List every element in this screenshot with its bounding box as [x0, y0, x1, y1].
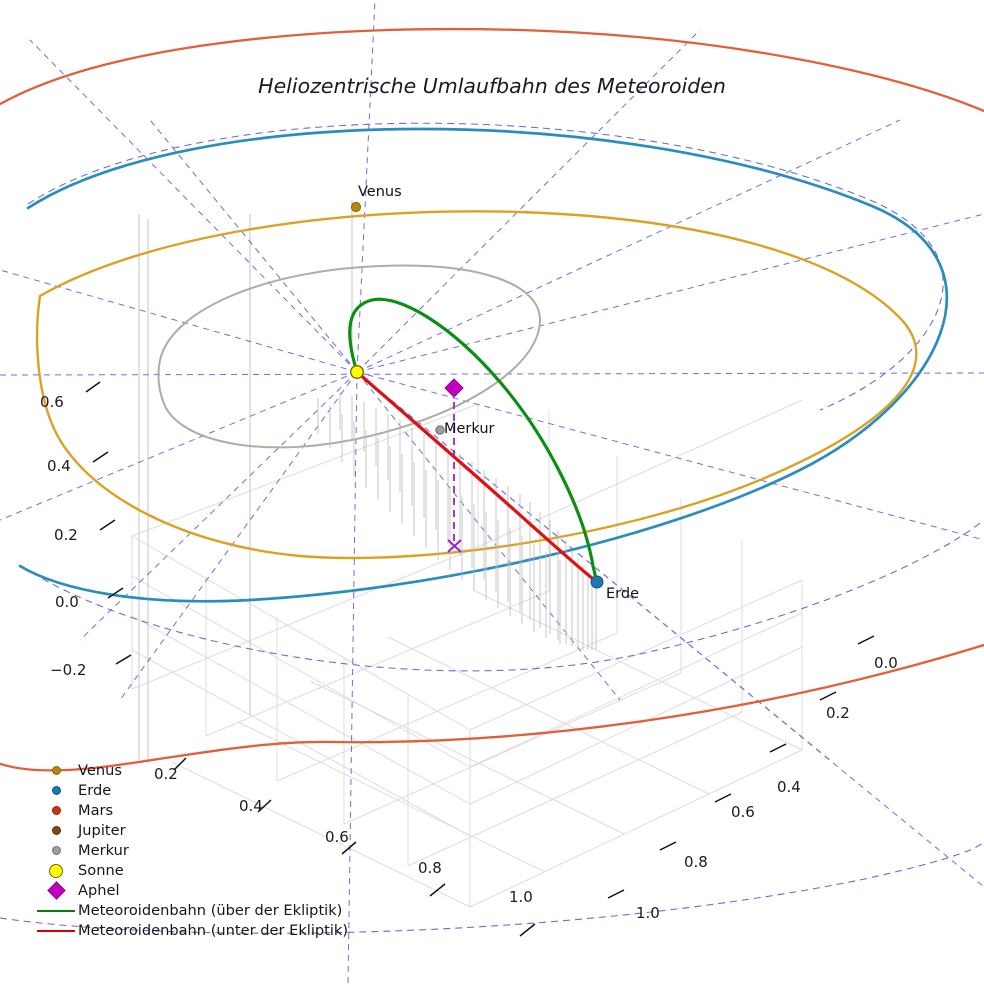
circle-icon	[34, 765, 78, 775]
legend-diamond-swatch	[46, 881, 66, 900]
x-tick-label: 0.6	[325, 828, 349, 846]
y-tick-label: 1.0	[636, 904, 660, 922]
legend-item-label: Erde	[78, 781, 112, 799]
x-tick-label: 0.2	[154, 765, 178, 783]
y-tick-label: 0.0	[874, 654, 898, 672]
legend-line-icon	[34, 909, 78, 912]
legend-item-label: Aphel	[78, 882, 120, 900]
legend-item[interactable]: Sonne	[34, 860, 364, 880]
legend-item[interactable]: Jupiter	[34, 820, 364, 840]
y-tick-label: 0.4	[777, 778, 801, 796]
legend-item-label: Merkur	[78, 841, 129, 859]
legend-line-swatch	[37, 929, 75, 932]
y-tick-label: 0.6	[731, 803, 755, 821]
z-tick-label: 0.4	[47, 457, 71, 475]
legend-item-label: Sonne	[78, 862, 124, 880]
legend-dot-swatch	[51, 845, 61, 855]
chart-title: Heliozentrische Umlaufbahn des Meteoroid…	[258, 74, 726, 98]
circle-icon	[34, 845, 78, 855]
circle-icon	[34, 805, 78, 815]
legend-dot-swatch	[51, 805, 61, 815]
circle-icon	[34, 863, 78, 878]
venus-orbit	[35, 210, 918, 560]
axis-tick-marks	[85, 381, 875, 937]
legend-item[interactable]: Meteoroidenbahn (über der Ekliptik)	[34, 901, 364, 921]
z-tick-label: 0.6	[40, 393, 64, 411]
legend-item[interactable]: Merkur	[34, 840, 364, 860]
diamond-icon	[34, 881, 78, 900]
legend-line-swatch	[37, 909, 75, 912]
merkur-label: Merkur	[444, 421, 495, 437]
axis-spine-left	[138, 200, 353, 764]
axes-grid-lines	[131, 399, 803, 908]
aphel-marker	[444, 378, 464, 398]
earth-orbit-projection	[0, 122, 984, 934]
legend-item[interactable]: Venus	[34, 760, 364, 780]
legend-dot-swatch	[51, 765, 61, 775]
legend-item[interactable]: Meteoroidenbahn (unter der Ekliptik)	[34, 921, 364, 941]
venus-label: Venus	[358, 184, 402, 200]
z-tick-label: −0.2	[50, 661, 87, 679]
erde-label: Erde	[606, 586, 639, 602]
legend-line-icon	[34, 929, 78, 932]
legend-item[interactable]: Aphel	[34, 881, 364, 901]
sun-marker	[350, 365, 365, 380]
legend: Venus Erde Mars Jupiter Merkur Sonne Aphel Mete…	[34, 760, 364, 941]
legend-item-label: Venus	[78, 761, 122, 779]
y-tick-label: 0.2	[826, 704, 850, 722]
legend-dot-swatch	[51, 785, 61, 795]
z-tick-label: 0.0	[55, 593, 79, 611]
x-tick-label: 0.4	[239, 797, 263, 815]
meteoroid-track-below-ecliptic	[355, 370, 599, 584]
legend-item-label: Meteoroidenbahn (unter der Ekliptik)	[78, 922, 349, 940]
legend-item[interactable]: Erde	[34, 780, 364, 800]
earth-orbit	[18, 127, 949, 603]
mars-orbit	[0, 27, 984, 772]
legend-dot-swatch	[51, 825, 61, 835]
legend-dot-swatch	[49, 863, 63, 878]
circle-icon	[34, 785, 78, 795]
legend-item-label: Meteoroidenbahn (über der Ekliptik)	[78, 902, 343, 920]
legend-item-label: Jupiter	[78, 821, 126, 839]
x-tick-label: 0.8	[418, 859, 442, 877]
aphel-projection-marker	[447, 539, 462, 553]
mercury-orbit	[157, 264, 542, 449]
legend-item-label: Mars	[78, 801, 114, 819]
y-tick-label: 0.8	[684, 853, 708, 871]
meteoroid-track-above-ecliptic	[348, 297, 599, 584]
z-tick-label: 0.2	[54, 526, 78, 544]
x-tick-label: 1.0	[509, 888, 533, 906]
circle-icon	[34, 825, 78, 835]
legend-item[interactable]: Mars	[34, 800, 364, 820]
